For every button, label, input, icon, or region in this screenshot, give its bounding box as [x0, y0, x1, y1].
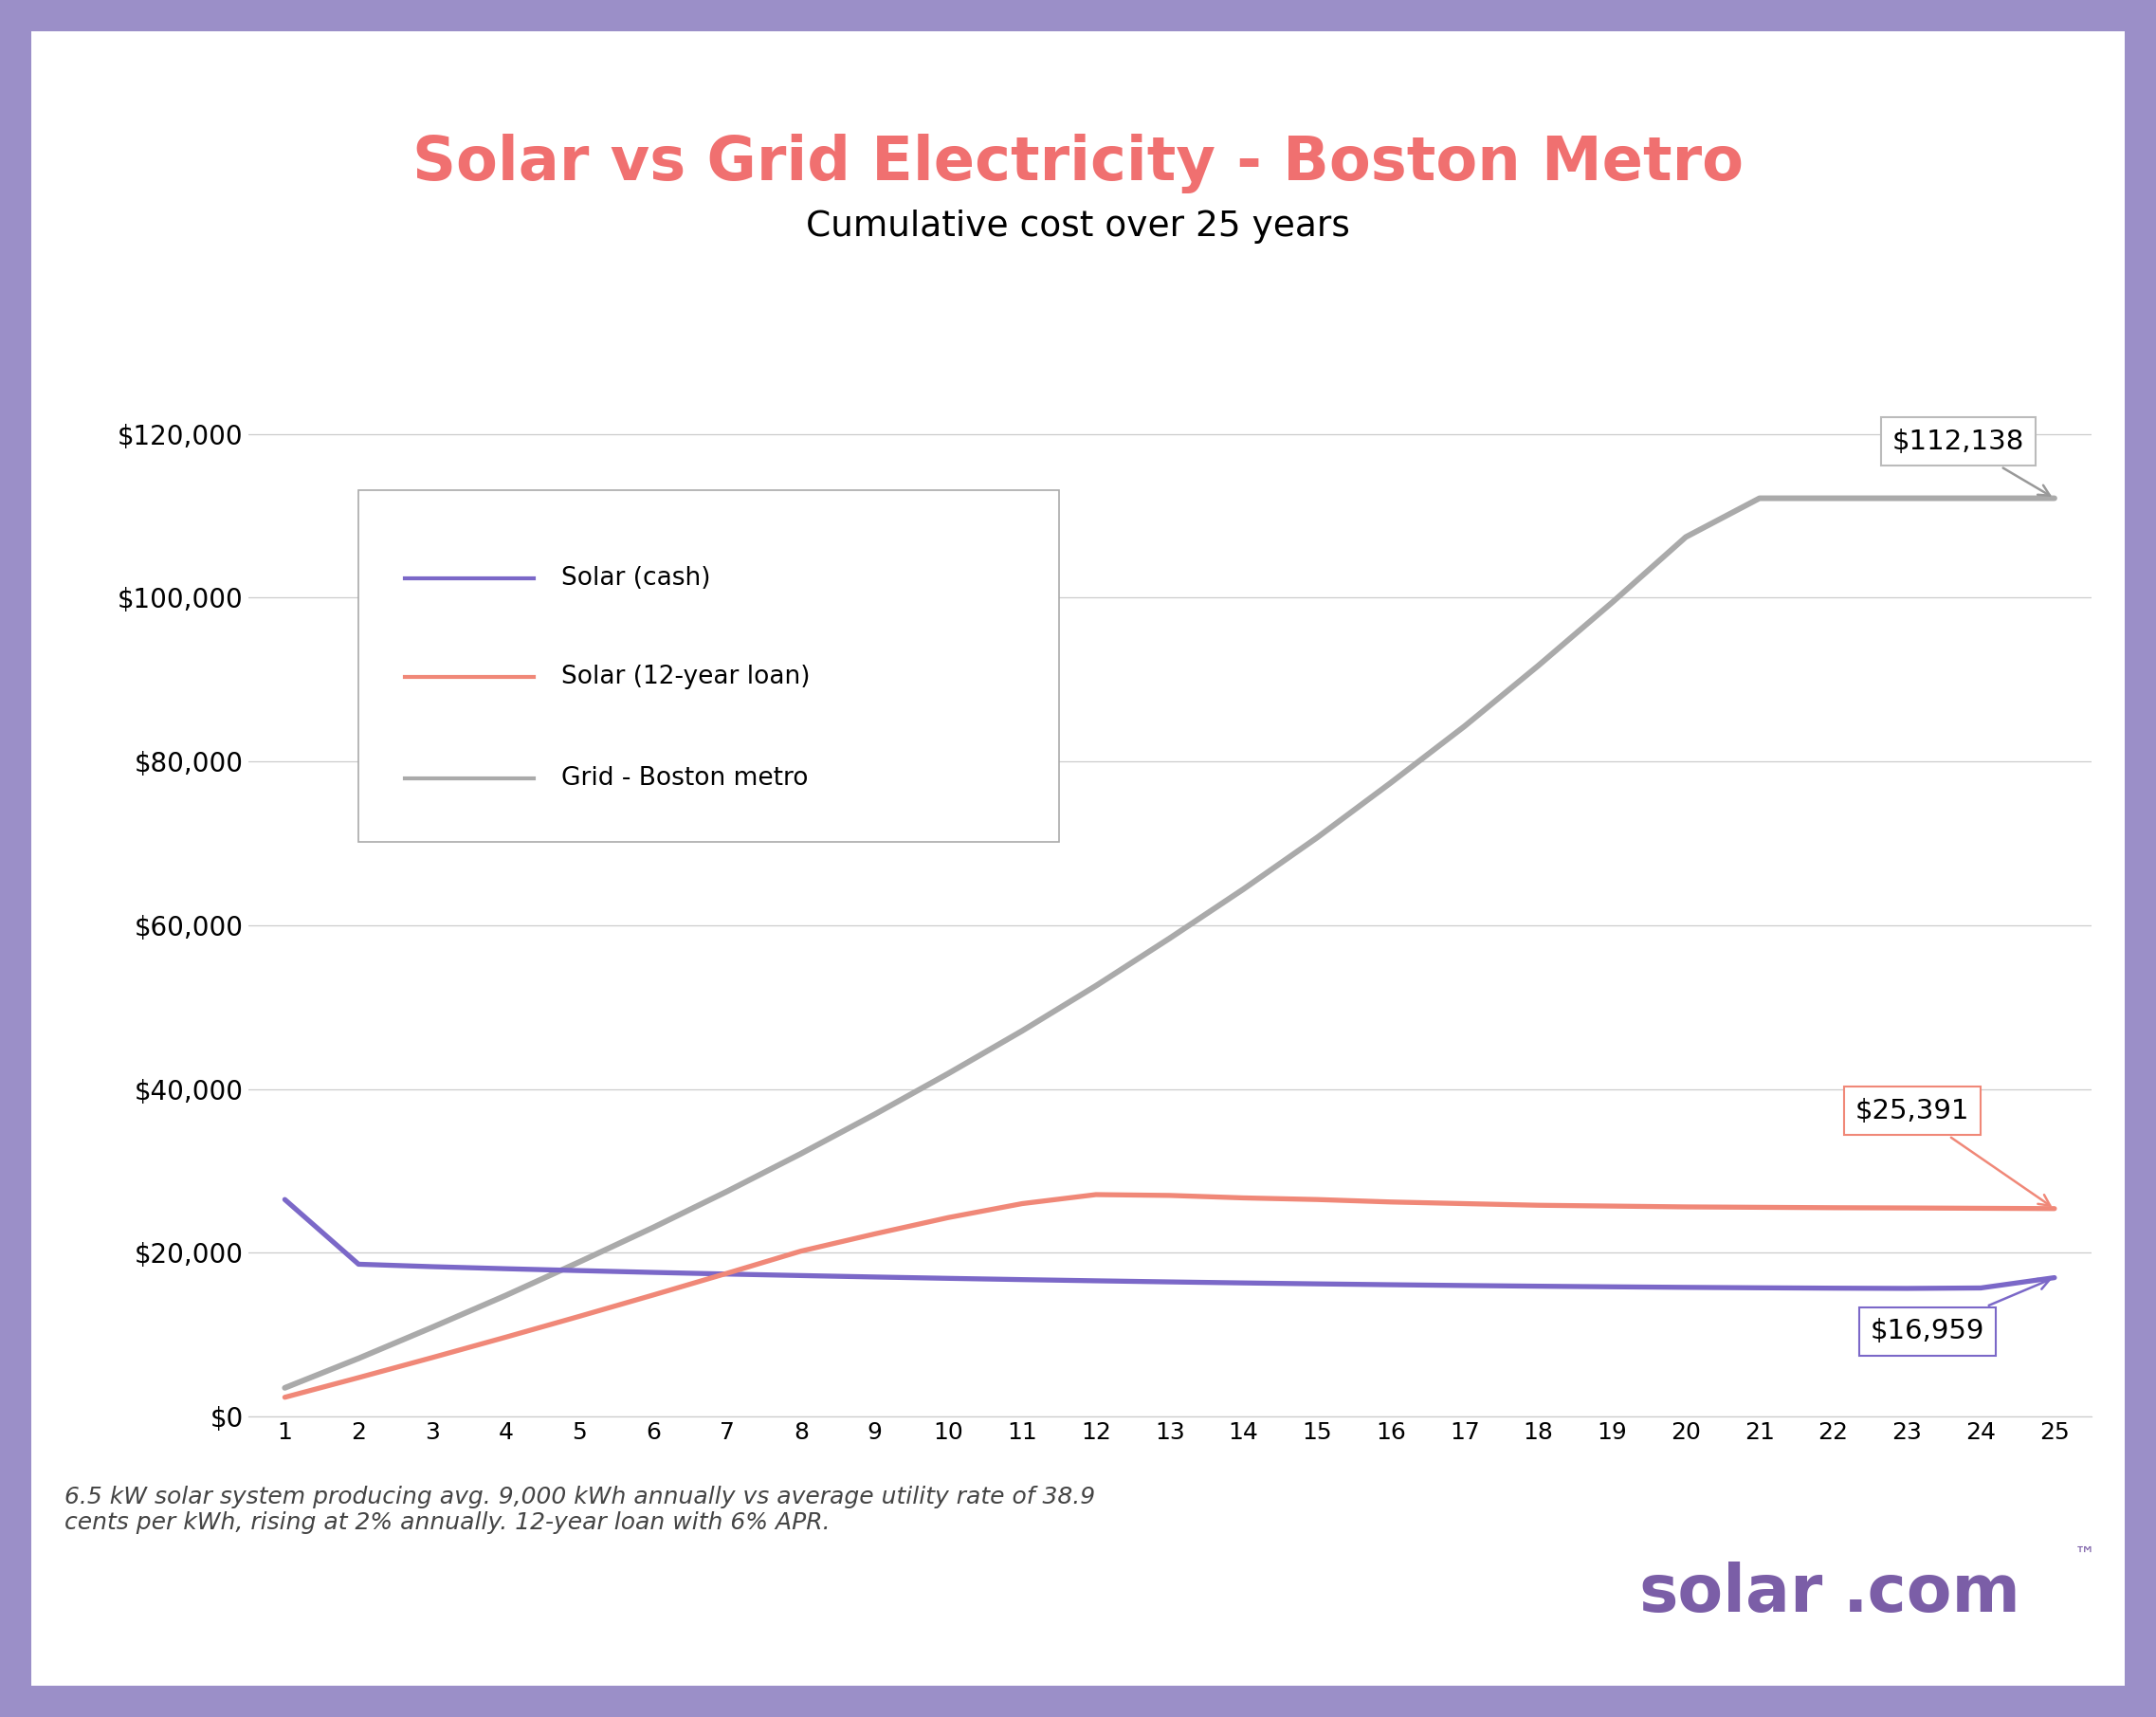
Text: Cumulative cost over 25 years: Cumulative cost over 25 years: [806, 209, 1350, 244]
Text: Solar (cash): Solar (cash): [561, 567, 711, 591]
Text: $112,138: $112,138: [1893, 428, 2050, 496]
Text: ™: ™: [2074, 1545, 2096, 1566]
Text: $25,391: $25,391: [1856, 1097, 2050, 1205]
Text: 6.5 kW solar system producing avg. 9,000 kWh annually vs average utility rate of: 6.5 kW solar system producing avg. 9,000…: [65, 1485, 1095, 1535]
Text: $16,959: $16,959: [1869, 1279, 2050, 1344]
Text: solar: solar: [1639, 1562, 1822, 1624]
Text: Solar vs Grid Electricity - Boston Metro: Solar vs Grid Electricity - Boston Metro: [412, 134, 1744, 192]
Text: Solar (12-year loan): Solar (12-year loan): [561, 664, 811, 689]
Text: .com: .com: [1843, 1562, 2022, 1624]
FancyBboxPatch shape: [358, 491, 1059, 841]
Text: Grid - Boston metro: Grid - Boston metro: [561, 766, 808, 792]
